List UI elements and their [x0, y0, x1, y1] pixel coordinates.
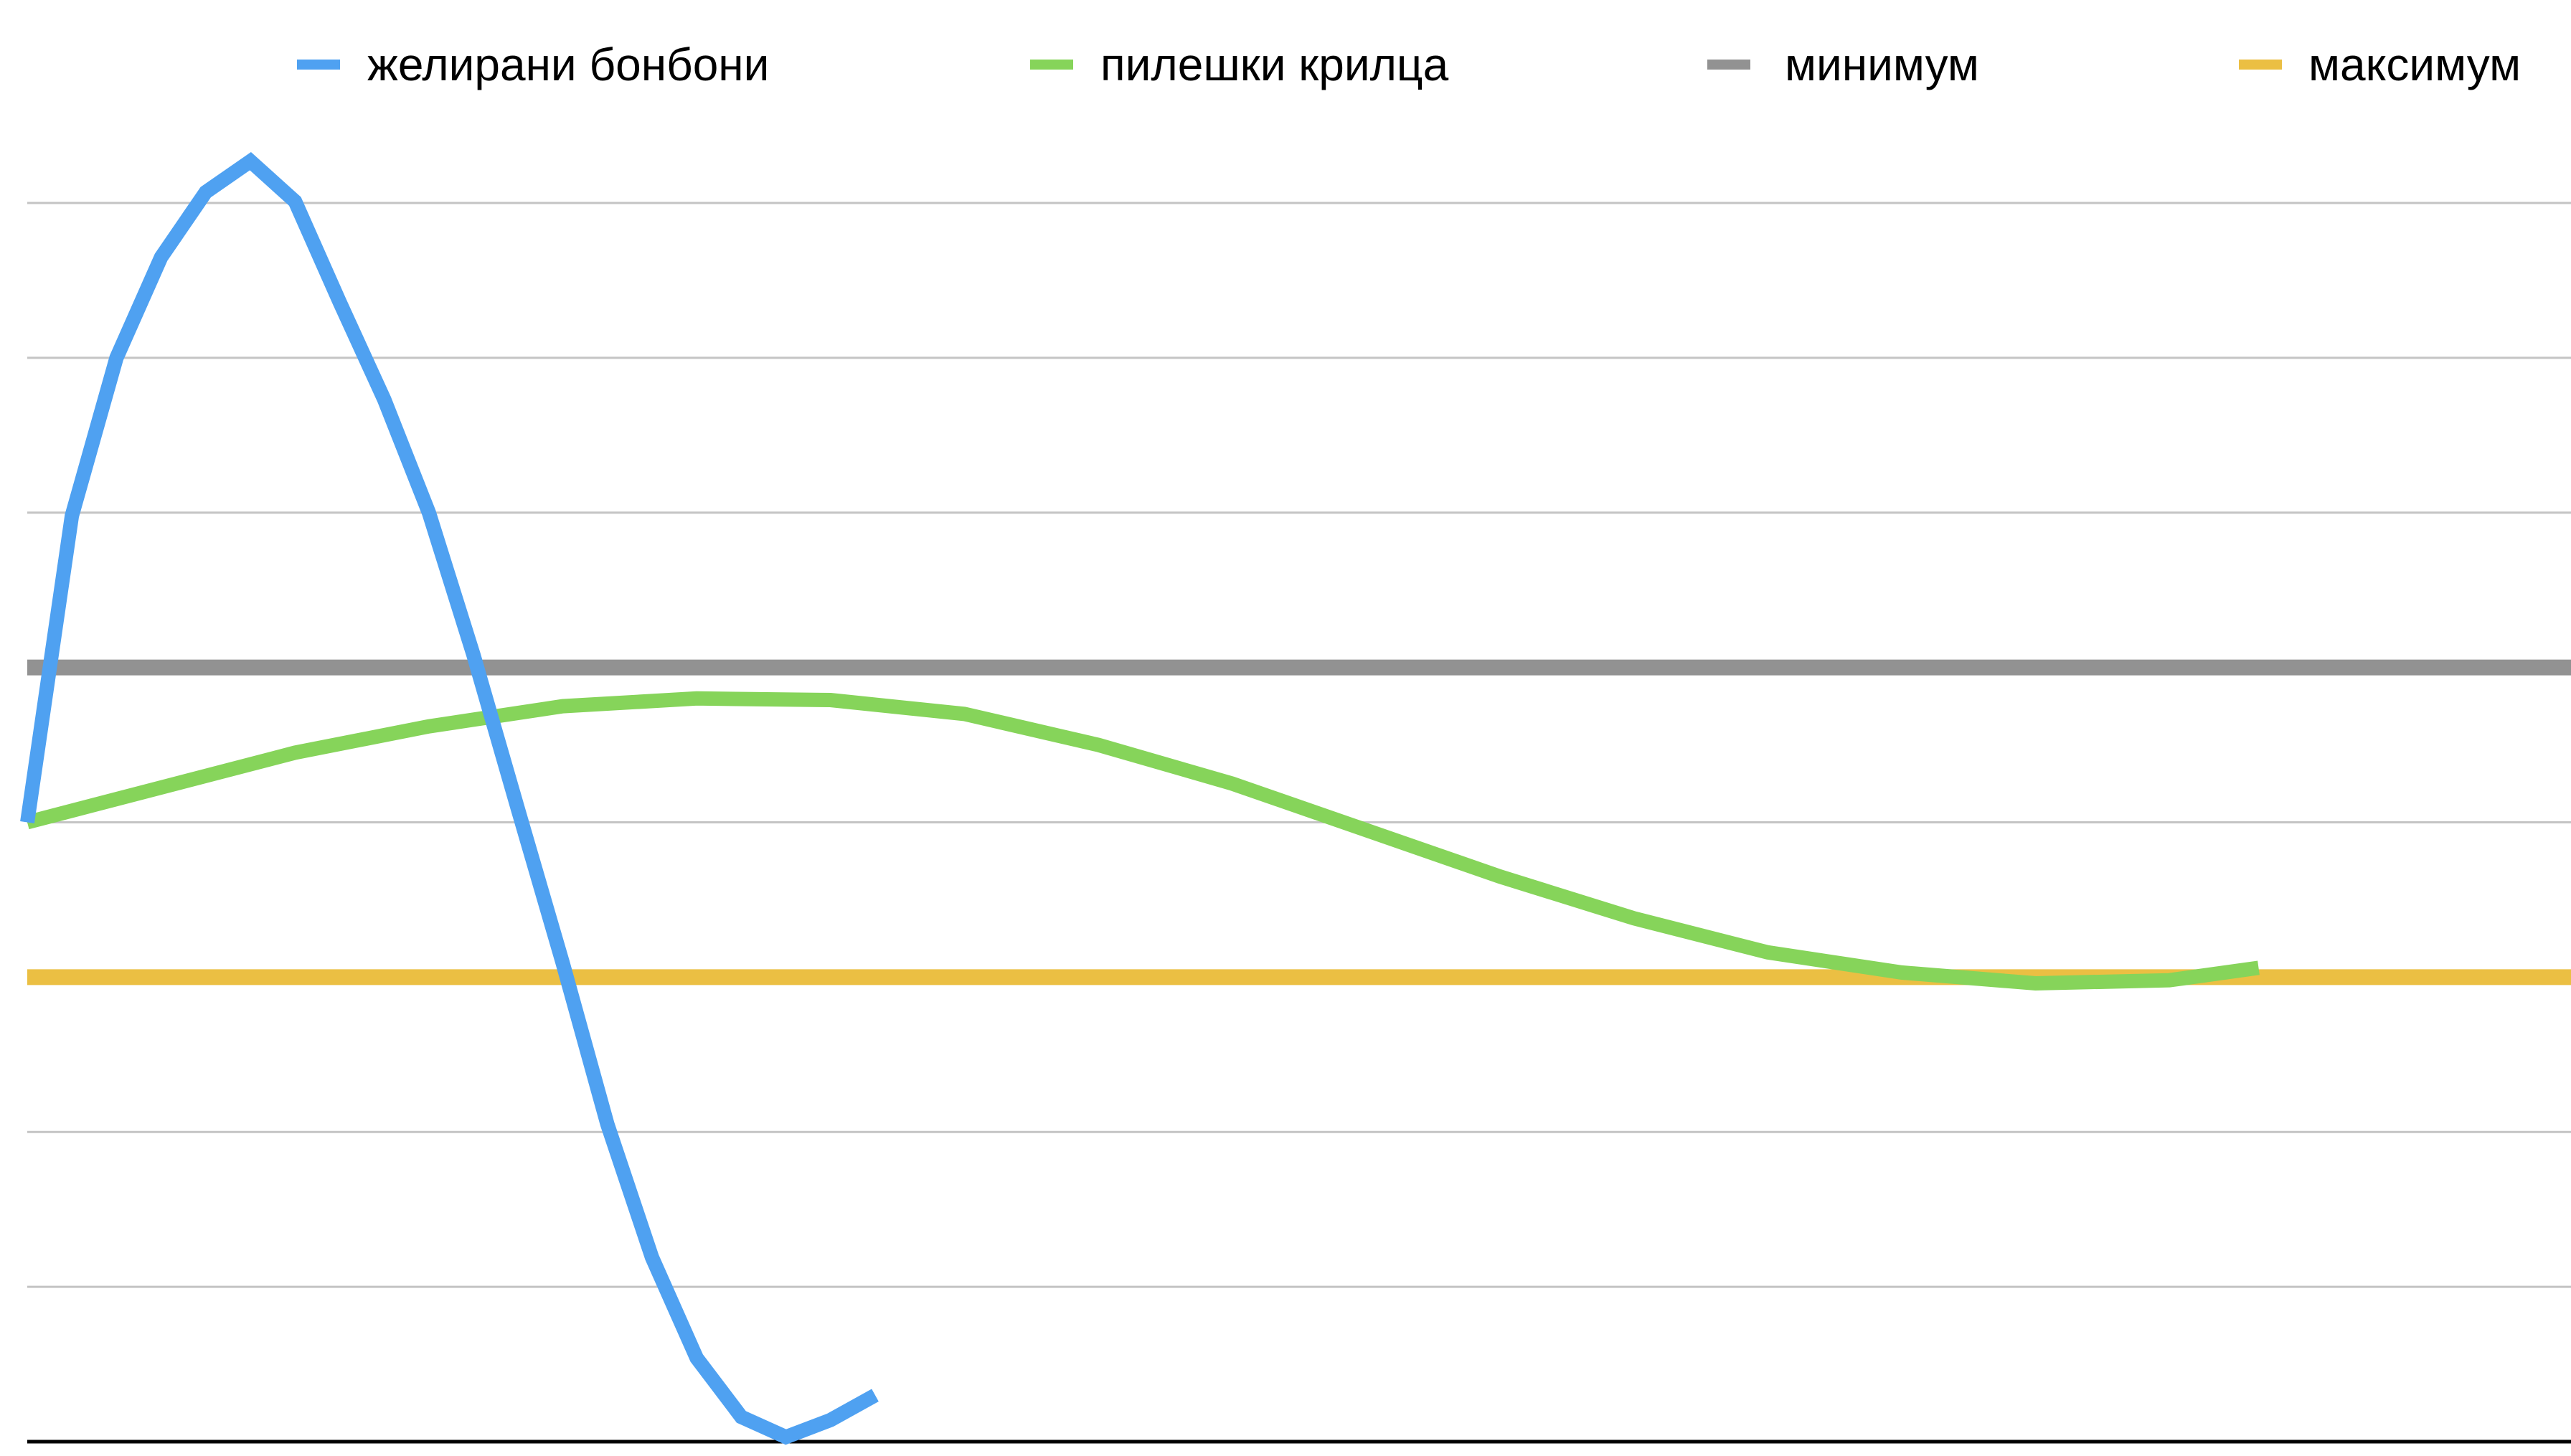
- series-line-2: [25, 691, 2260, 991]
- legend-swatch-3: [1707, 60, 1750, 70]
- series-layer: [20, 151, 2571, 1445]
- series-line-1: [20, 151, 879, 1445]
- legend-label-3: минимум: [1785, 39, 1979, 90]
- legend-swatch-2: [1030, 60, 1073, 70]
- legend-label-4: максимум: [2308, 39, 2521, 90]
- legend-label-1: желирани бонбони: [367, 39, 769, 90]
- legend-label-2: пилешки крилца: [1100, 39, 1449, 90]
- gridlines: [27, 202, 2571, 1288]
- legend-swatch-1: [297, 60, 340, 70]
- legend: желирани бонбони пилешки крилца минимум мак…: [297, 39, 2521, 90]
- legend-swatch-4: [2239, 60, 2282, 70]
